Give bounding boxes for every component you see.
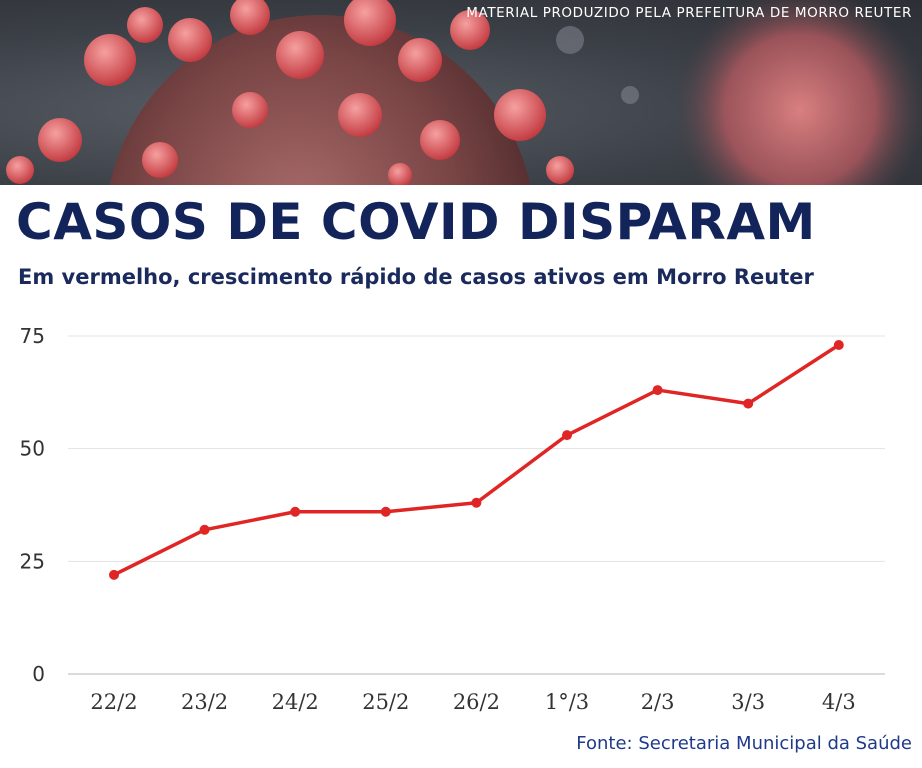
x-tick-label: 23/2 (181, 690, 228, 714)
series-points (109, 340, 844, 580)
source-note: Fonte: Secretaria Municipal da Saúde (576, 733, 912, 754)
banner-credit-text: MATERIAL PRODUZIDO PELA PREFEITURA DE MO… (466, 5, 912, 21)
blurred-virus-icon (675, 0, 922, 185)
y-tick-label: 75 (20, 324, 45, 348)
chart-gridlines (68, 335, 885, 675)
x-tick-label: 24/2 (272, 690, 319, 714)
x-tick-label: 1°/3 (545, 690, 589, 714)
data-point (109, 569, 119, 580)
x-tick-label: 26/2 (453, 690, 500, 714)
virus-spikes (6, 0, 574, 185)
data-point (743, 398, 754, 409)
series-line (112, 343, 841, 577)
data-point (471, 497, 482, 508)
x-tick-label: 25/2 (362, 690, 409, 714)
data-point (380, 506, 391, 517)
x-tick-label: 22/2 (90, 690, 137, 714)
data-point (290, 506, 301, 517)
y-tick-label: 0 (32, 662, 45, 686)
x-axis-tick-labels: 22/2 23/2 24/2 25/2 26/2 1°/3 2/3 3/3 4/3 (90, 690, 855, 714)
y-tick-label: 50 (20, 437, 45, 461)
data-point (562, 430, 572, 441)
data-point (199, 524, 210, 535)
x-tick-label: 2/3 (641, 690, 675, 714)
page-title: CASOS DE COVID DISPARAM (16, 193, 816, 251)
x-tick-label: 4/3 (822, 690, 856, 714)
data-point (833, 340, 844, 351)
virus-illustration (6, 0, 922, 185)
line-chart: 0 25 50 75 22/2 23/2 24/2 25/2 26/2 1°/3 2/3 3/3 4/… (20, 324, 885, 714)
virus-banner-image: MATERIAL PRODUZIDO PELA PREFEITURA DE MO… (0, 0, 922, 185)
y-axis-tick-labels: 0 25 50 75 (20, 324, 45, 686)
y-tick-label: 25 (20, 549, 45, 573)
x-tick-label: 3/3 (731, 690, 765, 714)
page-subtitle: Em vermelho, crescimento rápido de casos… (18, 265, 814, 289)
data-point (652, 385, 663, 396)
